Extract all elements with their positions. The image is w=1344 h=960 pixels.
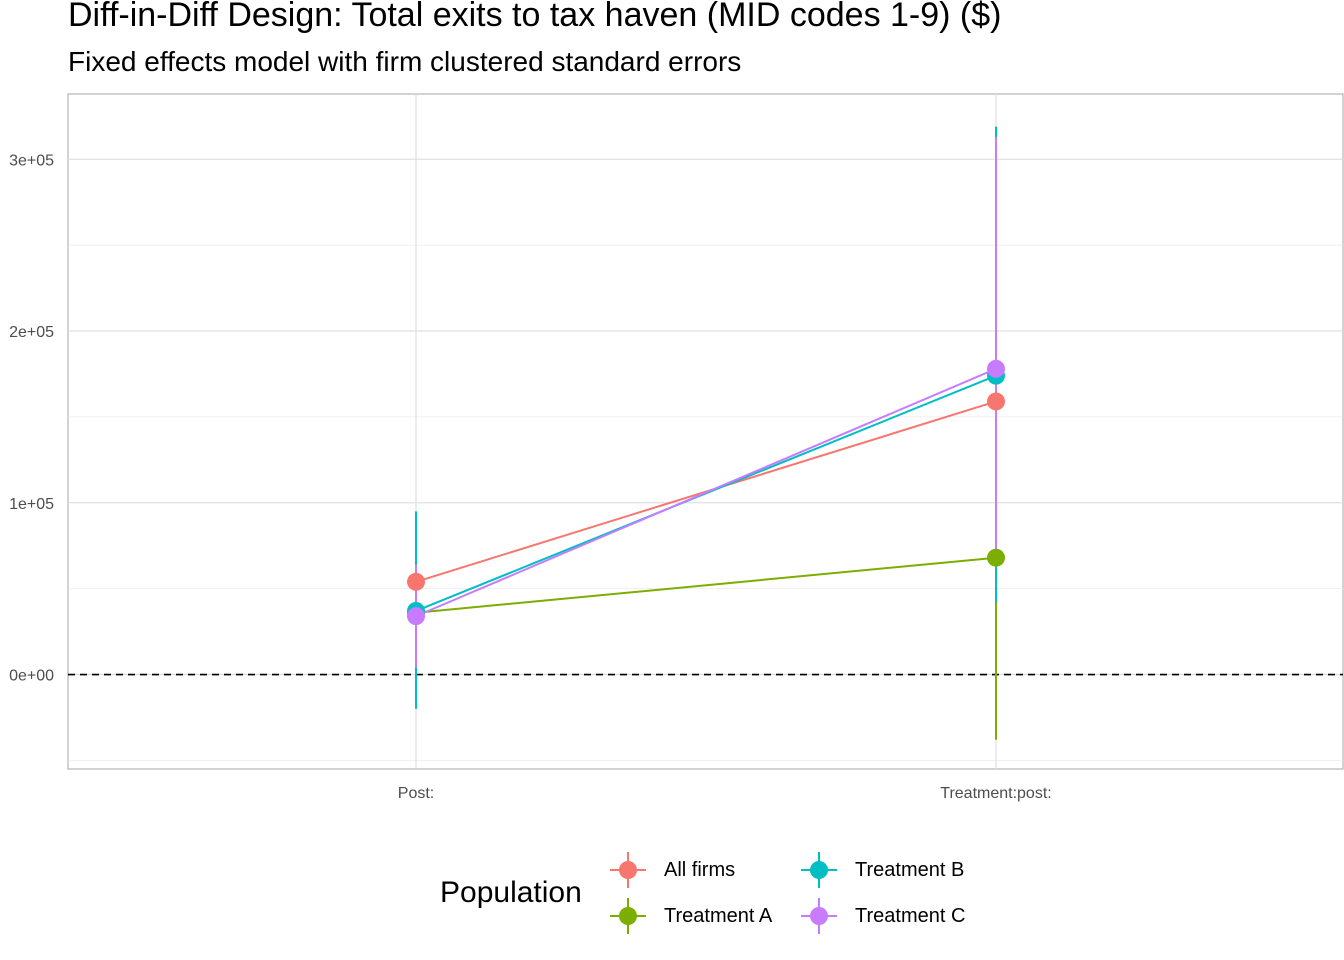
grid-lines [68, 94, 1343, 769]
legend-label: All firms [664, 858, 736, 881]
series-line [415, 556, 997, 614]
plot-panel [67, 93, 1344, 770]
legend-label: Treatment C [855, 904, 966, 927]
legend-item-treatment-b: Treatment B [799, 850, 964, 890]
y-tick-label: 2e+05 [9, 324, 54, 341]
x-tick-label: Treatment:post: [940, 785, 1051, 802]
legend-swatch [610, 852, 646, 888]
legend-item-all-firms: All firms [608, 850, 735, 890]
y-tick-label: 0e+00 [9, 668, 54, 685]
plot-area: 0e+00 1e+05 2e+05 3e+05 Post: Treatment:post: [9, 93, 1344, 802]
chart-title: Diff-in-Diff Design: Total exits to tax … [68, 0, 1002, 34]
legend-key-treatment-b-icon [799, 850, 839, 890]
legend-swatch [801, 852, 837, 888]
legend-title: Population [440, 876, 582, 909]
y-tick-label: 1e+05 [9, 496, 54, 513]
legend: Population All firms Treatment A Treatme… [440, 848, 1000, 948]
legend-swatch [610, 898, 646, 934]
legend-label: Treatment B [855, 858, 965, 881]
legend-key-all-firms-icon [608, 850, 648, 890]
data-point [987, 359, 1005, 378]
legend-item-treatment-c: Treatment C [799, 896, 965, 936]
chart-subtitle: Fixed effects model with firm clustered … [68, 46, 742, 77]
data-series [407, 126, 1005, 740]
series-line [415, 367, 997, 618]
data-point [407, 572, 425, 591]
legend-key-treatment-a-icon [608, 896, 648, 936]
x-tick-label: Post: [398, 785, 434, 802]
legend-swatch-point [810, 861, 828, 879]
legend-swatch [801, 898, 837, 934]
y-tick-label: 3e+05 [9, 152, 54, 169]
data-point [987, 548, 1005, 567]
legend-swatch-point [619, 907, 637, 925]
data-point [987, 392, 1005, 411]
legend-swatch-point [619, 861, 637, 879]
legend-swatch-point [810, 907, 828, 925]
legend-key-treatment-c-icon [799, 896, 839, 936]
legend-item-treatment-a: Treatment A [608, 896, 772, 936]
axis-labels: 0e+00 1e+05 2e+05 3e+05 Post: Treatment:post: [9, 152, 1052, 802]
legend-label: Treatment A [664, 904, 773, 927]
data-point [407, 607, 425, 626]
